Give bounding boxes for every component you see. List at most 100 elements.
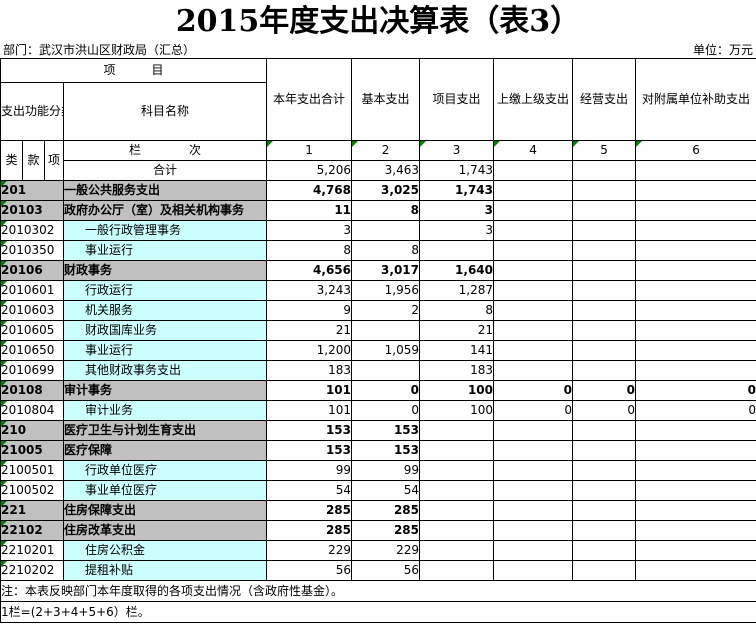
value-cell-project-expenditure: [419, 520, 495, 541]
header-row-column-numbers: 类 款 项 栏 次 1 2 3 4 5 6: [0, 140, 756, 181]
value-cell-subsidy-to-affiliates: [635, 180, 756, 201]
department-label: 部门：武汉市洪山区财政局（汇总）: [3, 43, 196, 57]
table-row: 210 医疗卫生与计划生育支出 153 153: [0, 420, 756, 441]
table-row: 2210201 住房公积金 229 229: [0, 540, 756, 561]
value-cell-basic-expenditure: 2: [351, 300, 421, 321]
value-cell-subsidy-to-affiliates: [635, 200, 756, 221]
function-code-cell: 2010650: [0, 340, 64, 361]
column-number-5: 5: [572, 140, 637, 161]
value-cell-upward-remittance: [493, 340, 574, 361]
subject-name-cell: 事业运行: [62, 240, 268, 261]
function-code-cell: 2210202: [0, 560, 64, 581]
note-row: 注：本表反映部门本年度取得的各项支出情况（含政府性基金）。: [0, 580, 756, 602]
value-cell-total-of-year: 4,768: [266, 180, 353, 201]
function-code-cell: 2210201: [0, 540, 64, 561]
function-code-cell: 2100501: [0, 460, 64, 481]
value-cell-project-expenditure: 21: [419, 320, 495, 341]
page-title: 2015年度支出决算表（表3）: [175, 4, 581, 39]
subject-name-cell: 审计业务: [62, 400, 268, 421]
value-cell-total-of-year: 4,656: [266, 260, 353, 281]
subject-name-cell: 一般公共服务支出: [62, 180, 268, 201]
value-cell-project-expenditure: [419, 480, 495, 501]
subject-name-cell: 其他财政事务支出: [62, 360, 268, 381]
table-row: 2100501 行政单位医疗 99 99: [0, 460, 756, 481]
table-row: 20108 审计事务 101 0 100 0 0 0: [0, 380, 756, 401]
subject-name-cell: 行政运行: [62, 280, 268, 301]
function-code-cell: 2010603: [0, 300, 64, 321]
table-row: 2010302 一般行政管理事务 3 3: [0, 220, 756, 241]
value-cell-upward-remittance: [493, 520, 574, 541]
value-cell-project-expenditure: 1,287: [419, 280, 495, 301]
value-cell-project-expenditure: 100: [419, 380, 495, 401]
value-cell-upward-remittance: [493, 320, 574, 341]
subject-name-cell: 审计事务: [62, 380, 268, 401]
value-cell-subsidy-to-affiliates: 0: [635, 400, 756, 421]
column-number-6: 6: [635, 140, 756, 161]
table-row: 2010650 事业运行 1,200 1,059 141: [0, 340, 756, 361]
value-cell-total-of-year: 153: [266, 420, 353, 441]
value-cell-upward-remittance: [493, 260, 574, 281]
subject-name-cell: 医疗卫生与计划生育支出: [62, 420, 268, 441]
formula-note-row: 1栏=(2+3+4+5+6）栏。: [0, 601, 756, 623]
value-cell-operating-expenditure: [572, 480, 637, 501]
value-cell-basic-expenditure: 285: [351, 520, 421, 541]
value-cell-basic-expenditure: 1,059: [351, 340, 421, 361]
value-cell-basic-expenditure: [351, 320, 421, 341]
value-cell-operating-expenditure: 0: [572, 380, 637, 401]
subject-name-header-cell: 科目名称: [62, 82, 268, 141]
value-cell-upward-remittance: [493, 500, 574, 521]
value-cell-operating-expenditure: [572, 540, 637, 561]
value-cell-project-expenditure: 1,640: [419, 260, 495, 281]
value-cell-subsidy-to-affiliates: [635, 300, 756, 321]
value-cell-upward-remittance: [493, 440, 574, 461]
subject-name-cell: 住房保障支出: [62, 500, 268, 521]
function-code-cell: 22102: [0, 520, 64, 541]
item-column-header: 项: [44, 140, 64, 181]
value-cell-operating-expenditure: [572, 260, 637, 281]
table-row: 201 一般公共服务支出 4,768 3,025 1,743: [0, 180, 756, 201]
value-cell-project-expenditure: [419, 460, 495, 481]
value-cell-operating-expenditure: [572, 460, 637, 481]
value-cell-total-of-year: 11: [266, 200, 353, 221]
value-cell-project-expenditure: [419, 240, 495, 261]
function-code-header-cell: 支出功能分类科目编码: [0, 82, 64, 141]
col-header-operating-expenditure: 经营支出: [572, 58, 637, 141]
value-cell-total-of-year: 9: [266, 300, 353, 321]
value-cell-basic-expenditure: 54: [351, 480, 421, 501]
function-code-cell: 2010601: [0, 280, 64, 301]
grand-total-label: 合计: [62, 160, 268, 181]
value-cell-subsidy-to-affiliates: [635, 540, 756, 561]
grand-total-value: 3,463: [351, 160, 421, 181]
value-cell-project-expenditure: 100: [419, 400, 495, 421]
function-code-cell: 201: [0, 180, 64, 201]
col-header-upward-remittance: 上缴上级支出: [493, 58, 574, 141]
value-cell-project-expenditure: [419, 420, 495, 441]
value-cell-upward-remittance: [493, 200, 574, 221]
value-cell-project-expenditure: 183: [419, 360, 495, 381]
function-code-cell: 221: [0, 500, 64, 521]
table-row: 21005 医疗保障 153 153: [0, 440, 756, 461]
value-cell-basic-expenditure: 3,025: [351, 180, 421, 201]
value-cell-operating-expenditure: [572, 560, 637, 581]
value-cell-total-of-year: 285: [266, 500, 353, 521]
value-cell-subsidy-to-affiliates: [635, 560, 756, 581]
value-cell-basic-expenditure: 99: [351, 460, 421, 481]
value-cell-operating-expenditure: 0: [572, 400, 637, 421]
value-cell-project-expenditure: [419, 540, 495, 561]
value-cell-subsidy-to-affiliates: [635, 280, 756, 301]
value-cell-basic-expenditure: 1,956: [351, 280, 421, 301]
column-number-4: 4: [493, 140, 574, 161]
class-column-header: 类: [0, 140, 23, 181]
value-cell-subsidy-to-affiliates: [635, 320, 756, 341]
header-row-project: 项 目 本年支出合计 基本支出 项目支出 上缴上级支出 经营支出 对附属单位补助…: [0, 58, 756, 141]
value-cell-operating-expenditure: [572, 240, 637, 261]
note-text: 注：本表反映部门本年度取得的各项支出情况（含政府性基金）。: [0, 580, 756, 602]
value-cell-operating-expenditure: [572, 320, 637, 341]
value-cell-upward-remittance: [493, 540, 574, 561]
meta-row: 部门：武汉市洪山区财政局（汇总） 单位：万元: [0, 41, 756, 58]
table-row: 2210202 提租补贴 56 56: [0, 560, 756, 581]
function-code-cell: 2010302: [0, 220, 64, 241]
value-cell-subsidy-to-affiliates: [635, 360, 756, 381]
function-code-cell: 2100502: [0, 480, 64, 501]
subject-name-cell: 一般行政管理事务: [62, 220, 268, 241]
